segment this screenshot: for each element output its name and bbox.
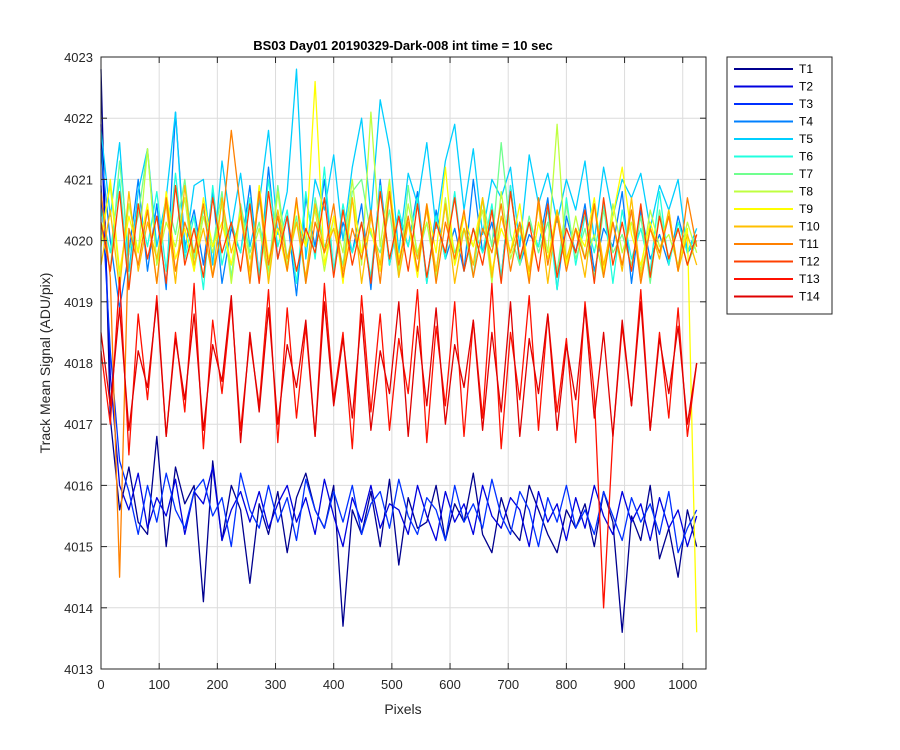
y-tick-label: 4021 bbox=[64, 172, 93, 187]
legend-entry-t4: T4 bbox=[734, 115, 813, 129]
legend-label: T3 bbox=[799, 97, 813, 111]
series-line-t1 bbox=[100, 69, 698, 633]
legend-entry-t14: T14 bbox=[734, 290, 820, 304]
x-tick-label: 700 bbox=[497, 677, 519, 692]
legend-entry-t11: T11 bbox=[734, 237, 819, 251]
legend-label: T7 bbox=[799, 167, 813, 181]
legend-entry-t9: T9 bbox=[734, 202, 813, 216]
chart-title: BS03 Day01 20190329-Dark-008 int time = … bbox=[253, 38, 553, 53]
legend-entry-t12: T12 bbox=[734, 255, 820, 269]
y-tick-label: 4014 bbox=[64, 601, 93, 616]
x-axis-label: Pixels bbox=[384, 701, 421, 717]
x-tick-label: 900 bbox=[614, 677, 636, 692]
y-axis-ticks: 4013 4014 4015 4016 4017 4018 4019 4020 4021 4022… bbox=[64, 50, 706, 677]
legend-entry-t8: T8 bbox=[734, 185, 813, 199]
legend-label: T6 bbox=[799, 150, 813, 164]
legend-box bbox=[726, 56, 833, 315]
series-line-t8 bbox=[100, 111, 698, 285]
legend-label: T14 bbox=[799, 290, 820, 304]
legend-entry-t5: T5 bbox=[734, 132, 813, 146]
x-tick-label: 0 bbox=[97, 677, 104, 692]
legend-entry-t3: T3 bbox=[734, 97, 813, 111]
series-line-t11 bbox=[100, 129, 698, 578]
y-tick-label: 4018 bbox=[64, 356, 93, 371]
legend-label: T13 bbox=[799, 272, 820, 286]
legend-label: T1 bbox=[799, 62, 813, 76]
x-tick-label: 100 bbox=[148, 677, 170, 692]
legend-entry-t10: T10 bbox=[734, 220, 820, 234]
legend-label: T11 bbox=[799, 237, 819, 251]
x-tick-label: 800 bbox=[556, 677, 578, 692]
y-tick-label: 4019 bbox=[64, 295, 93, 310]
legend-entry-t6: T6 bbox=[734, 150, 813, 164]
y-tick-label: 4013 bbox=[64, 662, 93, 677]
legend: T1 T2 T3 T4 T5 T6 T7 T8 T9 T10 T11 T12 T13 T14 bbox=[726, 56, 833, 315]
legend-label: T12 bbox=[799, 255, 820, 269]
x-tick-label: 300 bbox=[265, 677, 287, 692]
series-line-t6 bbox=[100, 166, 698, 291]
series-lines bbox=[100, 68, 698, 633]
x-tick-label: 1000 bbox=[668, 677, 697, 692]
legend-entry-t2: T2 bbox=[734, 80, 813, 94]
legend-label: T9 bbox=[799, 202, 813, 216]
x-tick-label: 400 bbox=[323, 677, 345, 692]
x-tick-label: 200 bbox=[206, 677, 228, 692]
y-tick-label: 4017 bbox=[64, 417, 93, 432]
y-tick-label: 4023 bbox=[64, 50, 93, 65]
legend-items: T1 T2 T3 T4 T5 T6 T7 T8 T9 T10 T11 T12 T13 T14 bbox=[734, 62, 820, 304]
legend-entry-t13: T13 bbox=[734, 272, 820, 286]
legend-entry-t1: T1 bbox=[734, 62, 813, 76]
legend-label: T2 bbox=[799, 80, 813, 94]
plot-area: 0 100 200 300 400 500 600 700 800 900 1000 4013401… bbox=[64, 50, 707, 692]
legend-label: T4 bbox=[799, 115, 813, 129]
y-tick-label: 4015 bbox=[64, 540, 93, 555]
x-tick-label: 500 bbox=[381, 677, 403, 692]
y-tick-label: 4022 bbox=[64, 111, 93, 126]
series-line-t14 bbox=[100, 295, 698, 444]
legend-label: T5 bbox=[799, 132, 813, 146]
legend-label: T10 bbox=[799, 220, 820, 234]
series-line-t3 bbox=[100, 185, 698, 554]
y-axis-label: Track Mean Signal (ADU/pix) bbox=[37, 273, 53, 454]
y-tick-label: 4020 bbox=[64, 234, 93, 249]
series-line-t2 bbox=[100, 124, 698, 548]
legend-entry-t7: T7 bbox=[734, 167, 813, 181]
series-line-t5 bbox=[100, 68, 698, 272]
y-tick-label: 4016 bbox=[64, 478, 93, 493]
x-tick-label: 600 bbox=[439, 677, 461, 692]
legend-label: T8 bbox=[799, 185, 813, 199]
series-line-t12 bbox=[100, 184, 698, 291]
x-axis-ticks: 0 100 200 300 400 500 600 700 800 900 1000 bbox=[97, 57, 697, 692]
